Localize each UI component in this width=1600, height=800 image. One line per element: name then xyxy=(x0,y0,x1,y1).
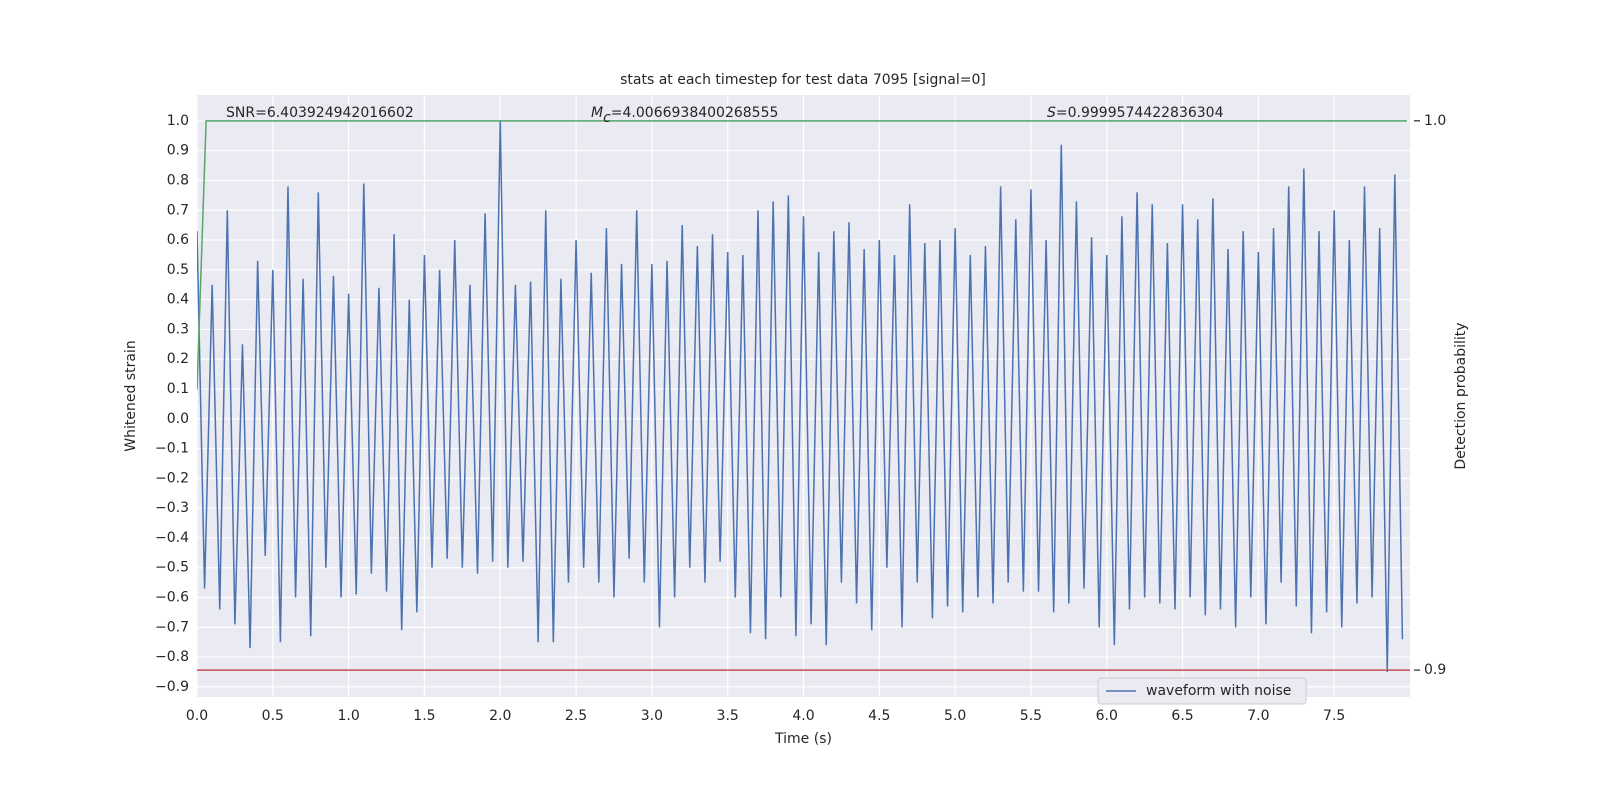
y-tick-label: 0.6 xyxy=(167,232,189,248)
annotation: Mc=4.0066938400268555 xyxy=(591,105,778,126)
y-tick-label: 0.8 xyxy=(167,172,189,188)
y-tick-label: −0.6 xyxy=(155,590,189,606)
y2-tick-label: 1.0 xyxy=(1424,113,1446,129)
annotation: S=0.9999574422836304 xyxy=(1047,105,1224,121)
annotation-symbol: S xyxy=(1047,105,1056,121)
y-tick-label: −0.4 xyxy=(155,530,189,546)
x-tick-label: 6.5 xyxy=(1171,708,1193,724)
y-tick-label: −0.2 xyxy=(155,470,189,486)
y-tick-label: 0.2 xyxy=(167,351,189,367)
x-tick-label: 7.0 xyxy=(1247,708,1269,724)
x-tick-label: 7.5 xyxy=(1323,708,1345,724)
y-axis-label: Whitened strain xyxy=(123,340,139,451)
y-tick-label: 0.4 xyxy=(167,292,189,308)
y-tick-label: 1.0 xyxy=(167,113,189,129)
annotation-text: =0.9999574422836304 xyxy=(1056,105,1224,121)
y-tick-label: −0.7 xyxy=(155,619,189,635)
y-tick-label: −0.8 xyxy=(155,649,189,665)
x-tick-label: 6.0 xyxy=(1096,708,1118,724)
x-tick-label: 4.5 xyxy=(868,708,890,724)
y-tick-label: 0.5 xyxy=(167,262,189,278)
x-tick-label: 5.0 xyxy=(944,708,966,724)
y-tick-label: −0.5 xyxy=(155,560,189,576)
chart-title: stats at each timestep for test data 709… xyxy=(620,72,986,88)
x-tick-label: 2.0 xyxy=(489,708,511,724)
x-tick-label: 3.0 xyxy=(641,708,663,724)
x-tick-label: 0.5 xyxy=(262,708,284,724)
annotation-text: SNR=6.403924942016602 xyxy=(226,105,414,121)
annotation-subscript: c xyxy=(603,110,611,126)
series-line xyxy=(197,120,1404,672)
y2-tick-label: 0.9 xyxy=(1424,662,1446,678)
y-tick-label: 0.9 xyxy=(167,143,189,159)
y-tick-label: 0.7 xyxy=(167,202,189,218)
annotation-text: =4.0066938400268555 xyxy=(611,105,779,121)
x-tick-label: 5.5 xyxy=(1020,708,1042,724)
y-tick-label: −0.9 xyxy=(155,679,189,695)
legend-box xyxy=(1097,677,1307,705)
x-tick-label: 1.5 xyxy=(413,708,435,724)
legend-label: waveform with noise xyxy=(1146,683,1291,699)
x-tick-label: 1.0 xyxy=(337,708,359,724)
y2-axis-label: Detection probability xyxy=(1453,322,1469,469)
y-tick-label: 0.0 xyxy=(167,411,189,427)
y-tick-label: 0.1 xyxy=(167,381,189,397)
y-tick-label: 0.3 xyxy=(167,321,189,337)
annotation-symbol: M xyxy=(591,105,603,121)
x-tick-label: 4.0 xyxy=(792,708,814,724)
x-tick-label: 3.5 xyxy=(717,708,739,724)
annotation: SNR=6.403924942016602 xyxy=(226,105,414,121)
x-tick-label: 2.5 xyxy=(565,708,587,724)
x-axis-label: Time (s) xyxy=(774,731,832,747)
series-line xyxy=(197,120,1407,390)
y-tick-label: −0.3 xyxy=(155,500,189,516)
x-tick-label: 0.0 xyxy=(186,708,208,724)
y-tick-label: −0.1 xyxy=(155,441,189,457)
